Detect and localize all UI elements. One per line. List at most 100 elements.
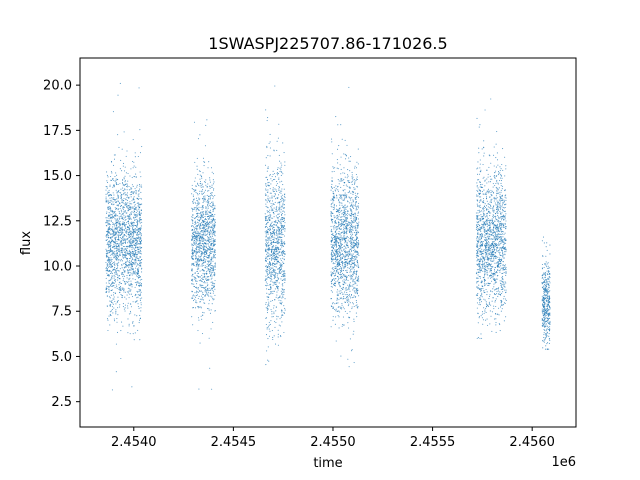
data-point <box>140 238 142 240</box>
data-point <box>336 218 338 220</box>
data-point <box>122 280 124 282</box>
data-point <box>330 290 332 292</box>
data-point <box>196 292 198 294</box>
data-point <box>357 163 359 165</box>
data-point <box>266 120 268 122</box>
data-point <box>281 309 283 311</box>
data-point <box>110 244 112 246</box>
data-point <box>207 167 209 169</box>
data-point <box>106 235 108 237</box>
data-point <box>203 280 206 283</box>
data-point <box>121 260 124 262</box>
data-point <box>349 283 351 285</box>
data-point <box>347 236 349 239</box>
data-point <box>207 243 209 245</box>
data-point <box>110 236 112 239</box>
data-point <box>208 265 210 267</box>
data-point <box>111 278 113 280</box>
data-point <box>269 323 271 325</box>
data-point <box>127 269 129 271</box>
data-point <box>202 223 204 225</box>
data-point <box>280 166 282 168</box>
data-point <box>352 201 354 203</box>
data-point <box>130 218 132 220</box>
data-point <box>128 252 130 254</box>
data-point <box>349 228 352 230</box>
data-point <box>207 206 209 208</box>
data-point <box>270 214 272 216</box>
data-point <box>206 228 208 230</box>
data-point <box>213 253 215 255</box>
data-point <box>130 187 132 189</box>
data-point <box>275 247 277 249</box>
data-point <box>109 209 111 211</box>
data-point <box>117 190 119 192</box>
data-point <box>336 216 338 218</box>
data-point <box>281 314 283 316</box>
data-point <box>117 219 119 221</box>
data-point <box>213 219 216 221</box>
data-point <box>127 208 129 210</box>
data-point <box>109 217 111 219</box>
data-point <box>130 225 132 227</box>
data-point <box>347 358 349 360</box>
data-point <box>330 213 332 215</box>
data-point <box>119 242 121 244</box>
data-point <box>356 216 358 219</box>
data-point <box>282 279 284 281</box>
data-point <box>352 222 354 224</box>
data-point <box>108 215 110 217</box>
data-point <box>265 334 268 336</box>
data-point <box>272 211 274 213</box>
data-point <box>331 187 333 190</box>
data-point <box>340 223 342 226</box>
data-point <box>110 161 113 163</box>
data-point <box>116 242 118 244</box>
data-point <box>129 201 131 203</box>
data-point <box>266 292 268 294</box>
data-point <box>270 278 272 280</box>
data-point <box>212 206 214 208</box>
data-point <box>279 167 281 169</box>
data-point <box>213 244 215 247</box>
data-point <box>208 262 210 264</box>
data-point <box>113 235 115 237</box>
data-point <box>112 111 114 113</box>
data-point <box>139 251 141 253</box>
data-point <box>115 201 117 204</box>
data-point <box>121 199 123 201</box>
data-point <box>336 211 338 213</box>
data-point <box>139 339 141 341</box>
data-point <box>349 160 351 162</box>
data-point <box>132 198 134 200</box>
data-point <box>124 192 126 194</box>
data-point <box>345 236 347 238</box>
data-point <box>212 255 214 257</box>
data-point <box>128 297 130 299</box>
data-point <box>138 236 140 238</box>
data-point <box>197 251 199 253</box>
data-point <box>214 283 216 285</box>
data-point <box>125 266 127 268</box>
data-point <box>210 247 212 249</box>
data-point <box>341 243 343 246</box>
data-point <box>265 240 267 242</box>
data-point <box>111 209 113 211</box>
data-point <box>198 259 200 261</box>
data-point <box>213 249 215 251</box>
data-point <box>199 233 201 235</box>
data-point <box>339 207 341 209</box>
data-point <box>282 270 284 272</box>
data-point <box>344 298 346 300</box>
data-point <box>282 220 284 222</box>
data-point <box>201 265 203 267</box>
data-point <box>132 207 134 209</box>
data-point <box>349 270 351 272</box>
data-point <box>267 179 269 181</box>
data-point <box>349 208 351 210</box>
data-point <box>138 319 141 321</box>
data-point <box>201 240 203 242</box>
data-point <box>267 182 269 184</box>
data-point <box>123 289 125 291</box>
data-point <box>127 172 129 175</box>
